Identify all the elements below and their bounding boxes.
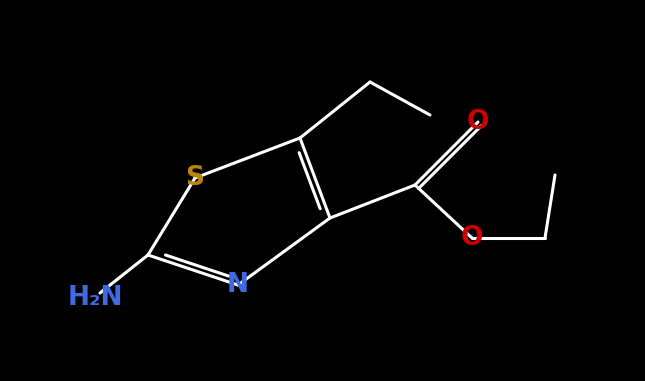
Text: S: S	[186, 165, 204, 191]
Text: O: O	[467, 109, 490, 135]
Text: H₂N: H₂N	[68, 285, 123, 311]
Text: N: N	[227, 272, 249, 298]
Text: O: O	[461, 225, 483, 251]
